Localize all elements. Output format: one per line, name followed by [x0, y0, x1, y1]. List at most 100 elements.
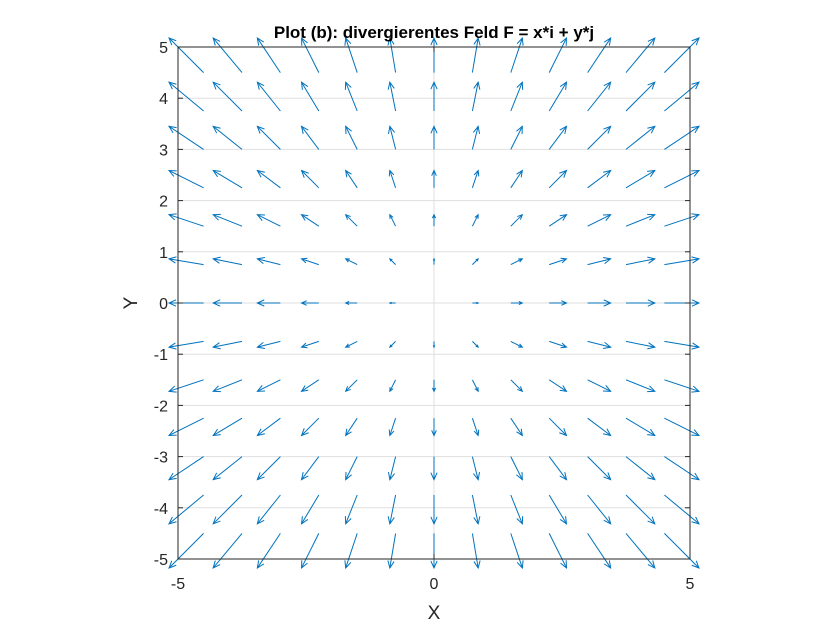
- arrow-shaft: [256, 533, 281, 569]
- arrow-head: [560, 36, 568, 46]
- arrow-head: [167, 256, 177, 264]
- arrow-shaft: [510, 258, 523, 266]
- field-arrow: [548, 456, 568, 481]
- arrow-shaft: [301, 126, 320, 150]
- arrow-head: [474, 387, 479, 393]
- arrow-shaft: [212, 125, 243, 150]
- arrow-shaft: [345, 456, 358, 480]
- arrow-head: [389, 213, 394, 219]
- arrow-shaft: [345, 37, 358, 73]
- field-arrow: [510, 169, 523, 189]
- field-arrow: [256, 494, 281, 525]
- arrow-shaft: [212, 170, 243, 189]
- field-arrow: [587, 456, 612, 481]
- arrow-head: [387, 36, 395, 46]
- field-arrow: [389, 379, 397, 393]
- arrow-shaft: [510, 533, 523, 569]
- arrow-shaft: [212, 37, 243, 73]
- field-arrow: [388, 301, 396, 305]
- arrow-shaft: [471, 37, 479, 73]
- arrow-shaft: [301, 456, 320, 480]
- arrow-head: [603, 560, 612, 569]
- arrow-shaft: [168, 37, 204, 73]
- arrow-shaft: [548, 170, 567, 189]
- arrow-shaft: [389, 170, 397, 188]
- field-arrow: [212, 340, 243, 350]
- arrow-head: [517, 386, 524, 393]
- arrow-head: [388, 429, 395, 437]
- field-arrow: [548, 379, 568, 392]
- field-arrow: [345, 125, 358, 150]
- arrow-head: [212, 81, 221, 90]
- arrow-head: [344, 386, 351, 393]
- arrow-shaft: [301, 37, 320, 73]
- field-arrow: [256, 417, 281, 437]
- field-arrow: [510, 36, 524, 73]
- arrow-head: [603, 299, 612, 307]
- arrow-shaft: [510, 214, 523, 227]
- arrow-shaft: [345, 494, 358, 524]
- arrow-head: [516, 81, 524, 90]
- field-arrow: [587, 37, 612, 73]
- field-arrow: [472, 257, 480, 265]
- field-arrow: [549, 340, 568, 349]
- arrow-shaft: [510, 494, 523, 524]
- arrow-head: [516, 471, 523, 481]
- arrow-shaft: [587, 456, 611, 480]
- arrow-shaft: [471, 82, 479, 112]
- field-arrow: [587, 533, 612, 569]
- arrow-head: [603, 516, 612, 525]
- arrow-head: [300, 214, 309, 221]
- arrow-shaft: [213, 340, 243, 348]
- y-tick-label: -4: [154, 501, 168, 518]
- field-arrow: [548, 533, 568, 570]
- arrow-shaft: [389, 126, 397, 150]
- arrow-shaft: [625, 417, 656, 436]
- arrow-head: [212, 213, 221, 221]
- field-arrow: [212, 533, 243, 569]
- field-arrow: [431, 418, 437, 437]
- arrow-head: [560, 257, 568, 264]
- arrow-shaft: [389, 379, 397, 392]
- arrow-head: [559, 516, 568, 525]
- arrow-head: [647, 213, 656, 221]
- arrow-head: [430, 36, 438, 46]
- field-arrow: [471, 418, 480, 437]
- field-arrow: [168, 125, 204, 150]
- field-arrow: [387, 36, 397, 73]
- arrow-head: [167, 429, 177, 437]
- arrow-head: [212, 37, 221, 46]
- field-arrow: [430, 125, 438, 150]
- field-arrow: [625, 379, 656, 393]
- field-arrow: [664, 125, 700, 150]
- field-arrow: [168, 456, 204, 481]
- arrow-shaft: [587, 417, 611, 436]
- arrow-head: [431, 213, 437, 219]
- field-arrow: [300, 417, 320, 437]
- field-arrow: [388, 257, 396, 265]
- arrow-head: [560, 560, 568, 570]
- arrow-head: [559, 125, 568, 134]
- arrow-head: [300, 81, 309, 90]
- y-tick-label: 5: [159, 40, 168, 57]
- field-arrow: [256, 256, 281, 266]
- arrow-shaft: [212, 533, 243, 569]
- field-arrow: [432, 257, 436, 265]
- arrow-head: [344, 213, 351, 220]
- arrow-shaft: [168, 417, 204, 436]
- arrow-head: [212, 516, 221, 525]
- field-arrow: [431, 213, 437, 227]
- arrow-head: [518, 343, 524, 348]
- field-arrow: [587, 256, 612, 266]
- x-axis-label: X: [428, 603, 441, 624]
- arrow-shaft: [625, 37, 656, 73]
- arrow-head: [167, 213, 177, 221]
- arrow-shaft: [549, 258, 567, 266]
- field-arrow: [300, 494, 320, 525]
- arrow-head: [212, 560, 221, 569]
- arrow-shaft: [345, 533, 358, 569]
- arrow-shaft: [213, 214, 243, 227]
- arrow-head: [475, 344, 480, 349]
- field-arrow: [471, 494, 481, 525]
- arrow-head: [300, 428, 309, 437]
